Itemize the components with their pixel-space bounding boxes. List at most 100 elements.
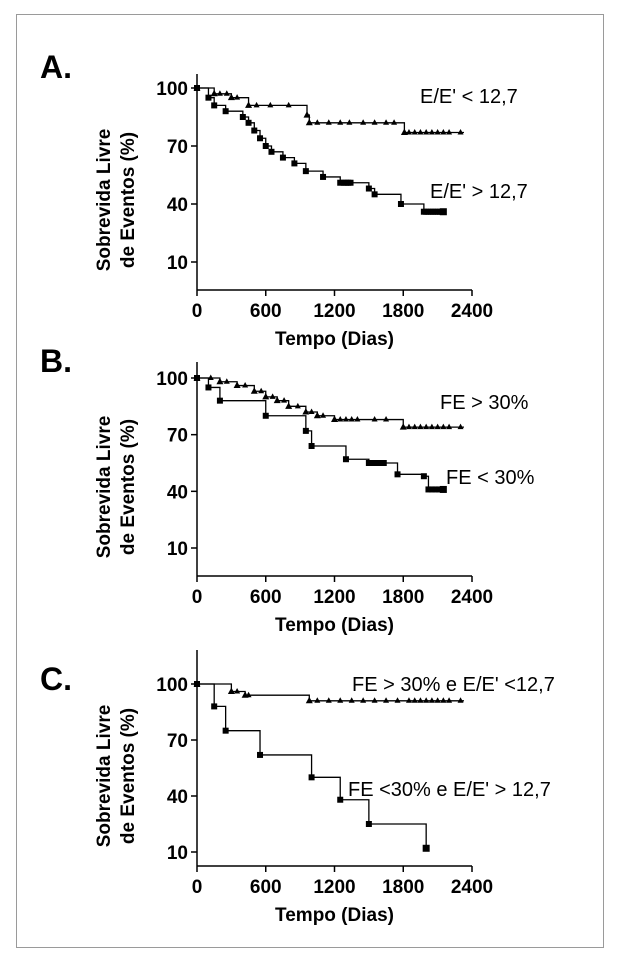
x-tick-label: 1200 xyxy=(313,877,355,898)
censor-marker xyxy=(394,697,401,703)
censor-marker xyxy=(411,697,418,703)
event-marker xyxy=(194,375,200,381)
censor-marker xyxy=(440,697,447,703)
censor-marker xyxy=(325,697,332,703)
series-label: FE <30% e E/E' > 12,7 xyxy=(348,779,551,801)
event-marker xyxy=(342,456,349,463)
series-1: FE > 30% xyxy=(193,374,529,430)
x-tick-label: 1800 xyxy=(382,877,424,898)
y-tick-label: 10 xyxy=(167,539,188,560)
event-marker xyxy=(320,173,327,180)
survival-curve xyxy=(197,87,444,213)
event-marker xyxy=(222,108,229,115)
event-marker xyxy=(308,443,315,449)
event-marker xyxy=(279,154,286,161)
event-marker xyxy=(305,696,313,704)
y-axis-title-line: Sobrevida Livre xyxy=(94,129,115,272)
y-tick-label: 70 xyxy=(167,731,188,752)
censor-marker xyxy=(360,697,367,703)
figure-frame xyxy=(16,14,604,948)
event-marker xyxy=(262,392,270,400)
x-axis-title: Tempo (Dias) xyxy=(275,329,394,350)
censor-marker xyxy=(223,90,230,96)
censor-marker xyxy=(216,90,223,96)
panel-letter: B. xyxy=(40,343,72,379)
x-tick-label: 2400 xyxy=(451,301,493,322)
y-axis-title-line: de Eventos (%) xyxy=(118,708,139,844)
censor-marker xyxy=(371,416,378,422)
censor-marker xyxy=(417,128,424,135)
event-marker xyxy=(222,727,229,734)
censor-marker xyxy=(354,416,361,422)
event-marker xyxy=(245,101,253,108)
x-tick-label: 2400 xyxy=(451,587,493,608)
censor-marker xyxy=(346,119,353,125)
censor-marker xyxy=(348,697,355,703)
x-axis-title: Tempo (Dias) xyxy=(275,905,394,926)
event-marker xyxy=(399,423,407,430)
censor-marker xyxy=(405,697,412,703)
censor-marker xyxy=(337,119,344,125)
x-tick-label: 2400 xyxy=(451,877,493,898)
event-marker xyxy=(211,102,218,109)
censor-marker xyxy=(294,402,301,409)
y-axis-title-line: Sobrevida Livre xyxy=(94,705,115,848)
event-marker xyxy=(285,402,293,409)
censor-marker xyxy=(337,416,344,422)
series-label: FE > 30% xyxy=(440,392,529,414)
censor-marker xyxy=(435,486,442,493)
panel-letter: A. xyxy=(40,49,72,85)
event-marker xyxy=(305,118,313,126)
event-marker xyxy=(365,185,372,192)
censor-marker xyxy=(434,423,441,430)
event-marker xyxy=(365,821,372,827)
y-axis-title-line: de Eventos (%) xyxy=(118,132,139,268)
event-marker xyxy=(227,93,235,101)
event-marker xyxy=(227,687,235,694)
censor-marker xyxy=(285,101,292,108)
censor-marker xyxy=(207,374,214,380)
series-label: FE > 30% e E/E' <12,7 xyxy=(352,674,555,696)
censor-marker xyxy=(434,128,441,135)
censor-marker xyxy=(337,697,344,703)
panel-3: C. 10 40 70 100 0 600 1200 1800 2400 Tempo (Dias) S… xyxy=(40,650,555,926)
survival-curve xyxy=(197,87,464,134)
censor-marker xyxy=(423,697,430,703)
censor-marker xyxy=(253,101,260,108)
event-marker xyxy=(205,94,212,101)
event-marker xyxy=(262,412,269,419)
event-marker xyxy=(257,135,264,142)
y-axis-title: Sobrevida Livre de Eventos (%) xyxy=(94,129,139,272)
event-marker xyxy=(303,111,311,118)
censor-marker xyxy=(234,687,241,694)
censor-marker xyxy=(383,416,390,422)
event-marker xyxy=(302,408,310,415)
x-axis-title: Tempo (Dias) xyxy=(275,615,394,636)
panel-2: B. 10 40 70 100 0 600 1200 1800 2400 Tempo (Dias) S… xyxy=(40,343,535,636)
y-tick-label: 40 xyxy=(167,482,188,503)
y-tick-label: 100 xyxy=(156,675,188,696)
y-tick-label: 100 xyxy=(156,79,188,100)
censor-marker xyxy=(325,119,332,125)
series-label: E/E' < 12,7 xyxy=(420,86,518,108)
censor-marker xyxy=(383,119,390,125)
censor-marker xyxy=(457,128,464,135)
event-marker xyxy=(291,160,298,167)
event-marker xyxy=(268,148,275,155)
censor-marker xyxy=(342,416,349,422)
censor-marker xyxy=(405,128,412,135)
y-tick-label: 70 xyxy=(167,426,188,447)
event-marker xyxy=(302,427,309,434)
panel-1: A. 10 40 70 100 0 600 1200 1800 2400 Tempo (Dias) S… xyxy=(40,49,528,350)
censor-marker xyxy=(411,128,418,135)
censor-marker xyxy=(428,486,435,493)
x-tick-label: 0 xyxy=(192,877,203,898)
censor-marker xyxy=(223,378,230,384)
censor-marker xyxy=(439,208,446,215)
censor-marker xyxy=(391,119,398,125)
censor-marker xyxy=(258,387,265,394)
event-marker xyxy=(313,411,321,419)
x-tick-label: 1200 xyxy=(313,587,355,608)
censor-marker xyxy=(308,408,315,414)
event-marker xyxy=(257,751,264,758)
